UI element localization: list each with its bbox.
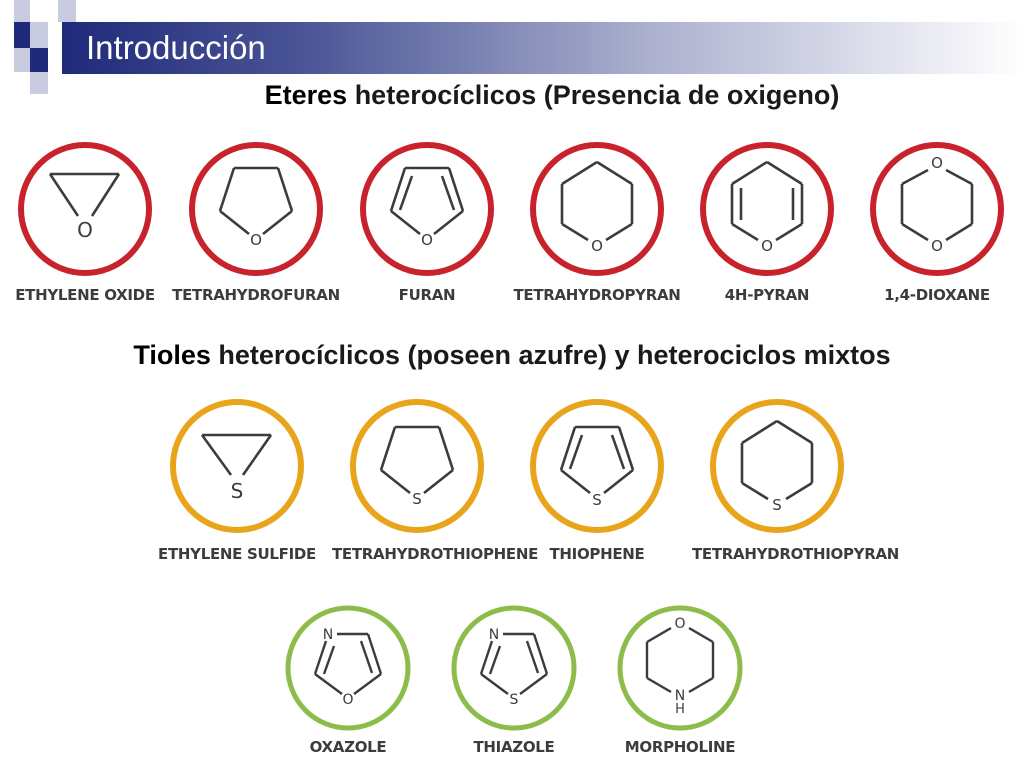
- heading-thiols-lead: Tioles: [133, 340, 211, 370]
- decor-square: [30, 72, 48, 94]
- atom-label: O: [250, 231, 262, 249]
- atom-label: S: [772, 496, 782, 514]
- label-4h-pyran: 4H-PYRAN: [724, 286, 810, 304]
- label-furan: FURAN: [398, 286, 456, 304]
- furan-structure: O: [360, 142, 494, 276]
- tetrahydrothiopyran-structure: S: [710, 399, 844, 533]
- atom-label: N: [489, 627, 499, 643]
- heading-ethers-lead: Eteres: [264, 80, 348, 110]
- 4h-pyran-structure: O: [700, 142, 834, 276]
- label-thiazole: THIAZOLE: [473, 738, 555, 756]
- heading-thiols-rest: heterocíclicos (poseen azufre) y heteroc…: [210, 340, 891, 370]
- label-tetrahydrothiopyran: TETRAHYDROTHIOPYRAN: [692, 545, 900, 563]
- label-morpholine: MORPHOLINE: [624, 738, 736, 756]
- ethylene-oxide-structure: O: [18, 142, 152, 276]
- tetrahydrofuran-structure: O: [189, 142, 323, 276]
- heading-ethers: Eteres heterocíclicos (Presencia de oxig…: [40, 80, 1024, 111]
- atom-label: O: [342, 692, 353, 708]
- atom-label: S: [592, 491, 602, 509]
- atom-label: S: [231, 479, 244, 503]
- label-thiophene: THIOPHENE: [549, 545, 645, 563]
- decor-square: [14, 0, 30, 22]
- label-tetrahydrofuran: TETRAHYDROFURAN: [172, 286, 340, 304]
- atom-label: O: [77, 218, 93, 242]
- label-oxazole: OXAZOLE: [309, 738, 387, 756]
- ethylene-sulfide-structure: S: [170, 399, 304, 533]
- morpholine-structure: O N H: [617, 605, 743, 731]
- tetrahydropyran-structure: O: [530, 142, 664, 276]
- thiazole-structure: N S: [451, 605, 577, 731]
- oxazole-structure: N O: [285, 605, 411, 731]
- 1-4-dioxane-structure: O O: [870, 142, 1004, 276]
- atom-label: S: [412, 490, 422, 508]
- atom-label: N: [675, 688, 685, 704]
- label-ethylene-sulfide: ETHYLENE SULFIDE: [158, 545, 316, 563]
- decor-square: [30, 48, 48, 72]
- atom-label: O: [931, 237, 943, 255]
- heading-ethers-rest: heterocíclicos (Presencia de oxigeno): [347, 80, 840, 110]
- atom-label: H: [675, 702, 685, 717]
- heading-thiols: Tioles heterocíclicos (poseen azufre) y …: [0, 340, 1024, 371]
- atom-label: O: [931, 154, 943, 172]
- atom-label: O: [674, 616, 685, 632]
- decor-square: [14, 22, 30, 48]
- atom-label: N: [323, 627, 333, 643]
- title-bar: [62, 22, 1024, 74]
- label-ethylene-oxide: ETHYLENE OXIDE: [15, 286, 155, 304]
- decor-square: [30, 22, 48, 48]
- atom-label: O: [761, 237, 773, 255]
- thiophene-structure: S: [530, 399, 664, 533]
- label-tetrahydrothiophene: TETRAHYDROTHIOPHENE: [332, 545, 539, 563]
- atom-label: O: [591, 237, 603, 255]
- slide-title: Introducción: [86, 29, 266, 66]
- atom-label: S: [510, 692, 519, 708]
- decor-square: [58, 0, 76, 22]
- label-1-4-dioxane: 1,4-DIOXANE: [884, 286, 990, 304]
- tetrahydrothiophene-structure: S: [350, 399, 484, 533]
- decor-square: [14, 48, 30, 72]
- atom-label: O: [421, 231, 433, 249]
- label-tetrahydropyran: TETRAHYDROPYRAN: [513, 286, 681, 304]
